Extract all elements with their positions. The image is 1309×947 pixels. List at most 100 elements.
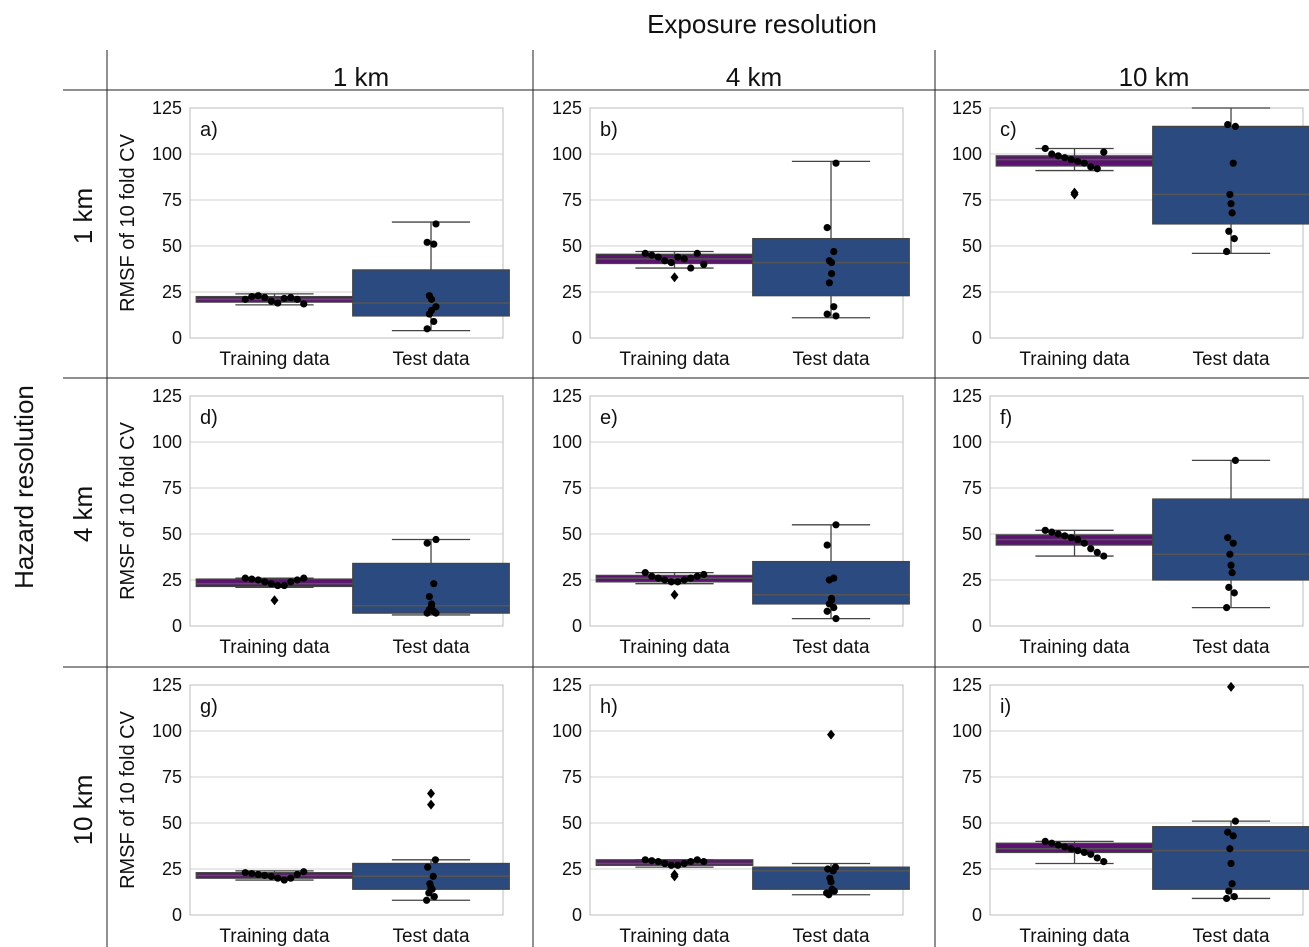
data-point [1225, 227, 1233, 235]
plot-frame [189, 684, 504, 916]
y-tick-label: 50 [962, 524, 982, 544]
plot-frame [989, 684, 1304, 916]
data-point [1041, 144, 1049, 153]
panel-i: 0 25 50 75 100 125 i) Training data Test data [952, 675, 1309, 947]
plot-frame [589, 107, 904, 339]
data-point [1230, 893, 1238, 901]
data-point [825, 576, 833, 584]
x-tick-label: Training data [619, 349, 730, 370]
data-point [241, 574, 249, 582]
data-point [274, 581, 282, 590]
x-tick-label: Test data [392, 349, 470, 370]
y-axis-label: RMSF of 10 fold CV [117, 710, 139, 889]
data-point [1054, 152, 1062, 160]
data-point [832, 159, 840, 167]
data-point [667, 578, 675, 586]
data-point [680, 255, 688, 263]
data-point [680, 576, 688, 584]
y-axis-label: RMSF of 10 fold CV [117, 133, 139, 312]
data-point [1225, 583, 1233, 591]
data-point [823, 310, 831, 318]
data-point [431, 856, 440, 864]
y-tick-label: 100 [952, 721, 982, 741]
data-point [1100, 552, 1108, 560]
data-point [693, 249, 701, 257]
data-point [293, 295, 301, 303]
data-point [641, 856, 649, 864]
data-point [1080, 159, 1088, 167]
data-point [1228, 209, 1236, 217]
data-point [254, 576, 262, 584]
y-tick-label: 0 [972, 328, 982, 348]
data-point [267, 872, 275, 880]
column-header-1km: 1 km [333, 62, 389, 92]
data-point [1087, 163, 1095, 171]
data-point [1041, 837, 1049, 846]
data-point [680, 859, 688, 868]
data-point [1227, 859, 1235, 868]
plot-frame [589, 684, 904, 916]
y-tick-label: 100 [552, 144, 582, 164]
data-point [300, 574, 308, 582]
data-point [667, 861, 675, 869]
plot-frame [189, 395, 504, 627]
data-point [1048, 528, 1056, 536]
x-tick-label: Test data [1192, 926, 1270, 947]
data-point [254, 292, 262, 300]
y-tick-label: 75 [162, 478, 182, 498]
y-tick-label: 125 [952, 675, 982, 695]
data-point [280, 294, 288, 303]
y-tick-label: 75 [162, 190, 182, 210]
data-point [1074, 535, 1082, 544]
y-tick-label: 50 [562, 524, 582, 544]
panel-label: d) [200, 407, 218, 429]
y-tick-label: 125 [952, 98, 982, 118]
y-tick-label: 100 [952, 432, 982, 452]
y-tick-label: 100 [952, 144, 982, 164]
data-point [300, 868, 308, 876]
y-tick-label: 125 [952, 386, 982, 406]
outlier-point [1227, 681, 1236, 692]
data-point [832, 312, 840, 320]
data-point [1231, 456, 1240, 464]
data-point [687, 264, 695, 272]
y-tick-label: 0 [572, 616, 582, 636]
data-point [241, 869, 249, 877]
data-point [829, 867, 837, 875]
outlier-point [427, 799, 436, 810]
panel-label: e) [600, 407, 618, 429]
data-point [1223, 894, 1231, 903]
x-tick-label: Test data [792, 926, 870, 947]
data-point [830, 247, 838, 256]
data-point [700, 570, 708, 579]
panel-label: f) [1000, 407, 1012, 429]
y-tick-label: 125 [152, 675, 182, 695]
panel-a: 0 25 50 75 100 125 RMSF of 10 fold CV a) Trainin… [117, 98, 510, 370]
data-point [425, 592, 433, 601]
row-header-10km: 10 km [68, 775, 98, 846]
data-point [1080, 848, 1088, 857]
y-tick-label: 50 [562, 813, 582, 833]
panel-label: b) [600, 119, 618, 141]
x-tick-label: Test data [392, 926, 470, 947]
test-box [1152, 125, 1309, 225]
data-point [1041, 526, 1049, 534]
y-tick-label: 75 [162, 767, 182, 787]
data-point [287, 874, 295, 882]
row-header-1km: 1 km [68, 188, 98, 244]
data-point [280, 581, 288, 590]
y-tick-label: 50 [962, 813, 982, 833]
y-tick-label: 50 [962, 236, 982, 256]
y-tick-label: 0 [172, 328, 182, 348]
data-point [641, 249, 649, 257]
data-point [1100, 858, 1108, 866]
data-point [1093, 165, 1101, 173]
data-point [1230, 235, 1238, 243]
data-point [430, 580, 438, 588]
data-point [1226, 550, 1234, 558]
x-tick-label: Training data [1019, 349, 1130, 370]
data-point [1226, 845, 1234, 853]
data-point [823, 607, 831, 615]
y-tick-label: 50 [162, 813, 182, 833]
x-tick-label: Training data [219, 637, 330, 658]
